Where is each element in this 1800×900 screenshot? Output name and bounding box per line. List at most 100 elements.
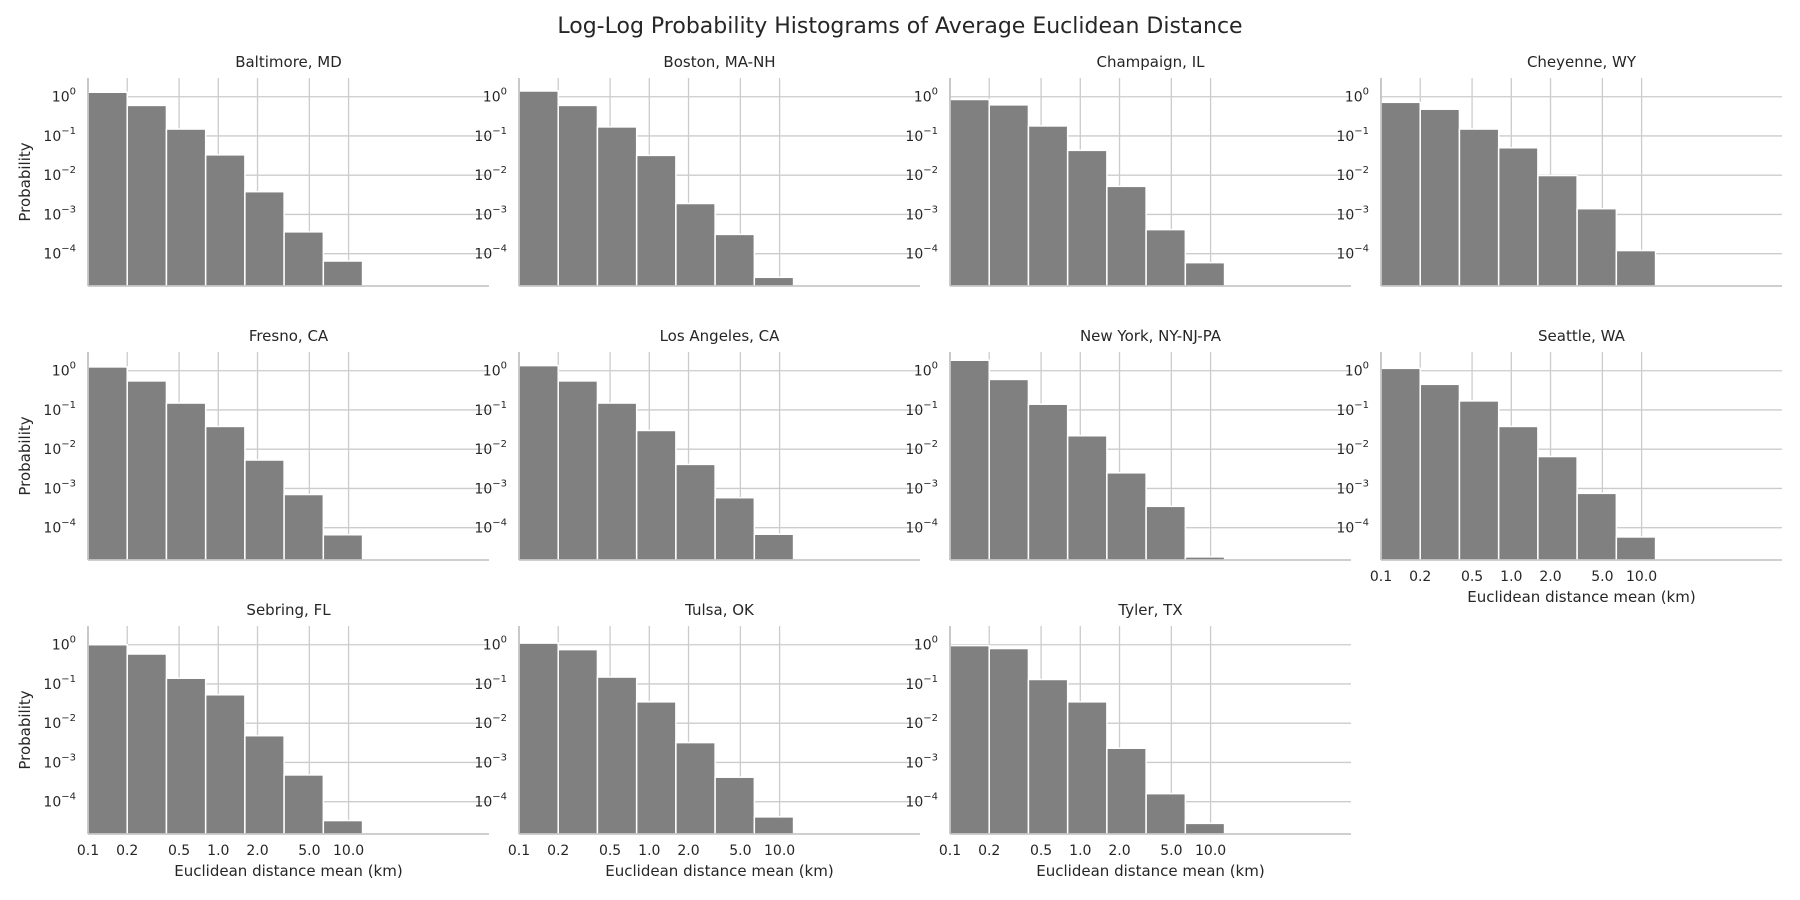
histogram-bar (596, 402, 638, 561)
histogram-bar (596, 126, 638, 287)
y-tick-label: 100 (914, 361, 938, 380)
panel-seattle-wa: Seattle, WA 10−4 10−3 10−2 10−1 100 0.1 0.2 0.5 1… (1336, 327, 1782, 606)
y-tick-label: 100 (1345, 87, 1369, 106)
y-tick-label: 10−1 (43, 400, 76, 419)
histogram-bar (557, 104, 599, 287)
histogram-bar (1380, 101, 1421, 287)
histogram-bar (87, 366, 128, 561)
y-tick-label: 10−4 (1336, 518, 1369, 537)
y-tick-label: 10−2 (474, 165, 507, 184)
y-tick-label: 10−4 (43, 792, 76, 811)
y-tick-label: 10−3 (43, 204, 76, 223)
y-tick-label: 10−4 (474, 518, 507, 537)
histogram-bar (1145, 792, 1187, 835)
x-tick-label: 10.0 (333, 843, 364, 859)
panel-champaign-il: Champaign, IL 10−4 10−3 10−2 10−1 100 (905, 53, 1351, 287)
y-tick-label: 100 (52, 635, 76, 654)
y-tick-label: 10−3 (474, 204, 507, 223)
panel-title: Tulsa, OK (684, 601, 755, 619)
y-tick-label: 10−1 (1336, 126, 1369, 145)
y-tick-label: 10−1 (474, 400, 507, 419)
histogram-bar (1419, 108, 1461, 287)
y-tick-label: 10−1 (474, 674, 507, 693)
histogram-bar (753, 533, 795, 561)
y-tick-label: 10−2 (474, 713, 507, 732)
panel-title: Los Angeles, CA (660, 327, 781, 345)
histogram-bar (1576, 492, 1618, 561)
x-axis-label: Euclidean distance mean (km) (174, 862, 402, 880)
y-axis-label: Probability (16, 690, 34, 769)
panel-title: Seattle, WA (1538, 327, 1626, 345)
panel-title: Boston, MA-NH (663, 53, 775, 71)
panel-cheyenne-wy: Cheyenne, WY 10−4 10−3 10−2 10−1 100 (1336, 53, 1782, 287)
x-tick-label: 5.0 (1160, 843, 1182, 859)
y-tick-label: 10−3 (905, 752, 938, 771)
y-tick-label: 10−1 (1336, 400, 1369, 419)
histogram-bar (675, 741, 716, 835)
y-tick-label: 10−4 (1336, 244, 1369, 263)
y-tick-label: 10−3 (43, 752, 76, 771)
x-tick-label: 5.0 (729, 843, 751, 859)
y-tick-label: 100 (52, 361, 76, 380)
y-tick-label: 100 (1345, 361, 1369, 380)
histogram-bar (949, 98, 990, 287)
histogram-bar (1419, 383, 1461, 561)
panel-title: Baltimore, MD (235, 53, 342, 71)
histogram-bar (675, 463, 716, 561)
y-tick-label: 10−2 (905, 439, 938, 458)
histogram-bar (949, 644, 990, 835)
histogram-bar (753, 276, 795, 287)
x-tick-label: 2.0 (1539, 569, 1561, 585)
panel-boston-ma-nh: Boston, MA-NH 10−4 10−3 10−2 10−1 100 (474, 53, 920, 287)
x-tick-label: 10.0 (1195, 843, 1226, 859)
y-tick-label: 10−2 (1336, 439, 1369, 458)
y-tick-label: 10−4 (43, 518, 76, 537)
histogram-bar (1027, 125, 1069, 287)
y-tick-label: 10−2 (905, 713, 938, 732)
histogram-bar (753, 816, 795, 835)
y-tick-label: 10−3 (1336, 204, 1369, 223)
histogram-bar (204, 154, 246, 287)
y-tick-label: 10−4 (905, 244, 938, 263)
y-tick-label: 10−3 (1336, 478, 1369, 497)
x-tick-label: 1.0 (1069, 843, 1091, 859)
histogram-bar (1615, 249, 1657, 287)
x-tick-label: 1.0 (207, 843, 229, 859)
histogram-bar (1106, 747, 1147, 835)
histogram-bar (596, 676, 638, 835)
y-tick-label: 10−4 (43, 244, 76, 263)
x-axis-label: Euclidean distance mean (km) (605, 862, 833, 880)
histogram-bar (87, 643, 128, 835)
y-tick-label: 10−2 (1336, 165, 1369, 184)
panel-title: Fresno, CA (249, 327, 329, 345)
panel-title: Champaign, IL (1096, 53, 1205, 71)
histogram-bar (1145, 228, 1187, 287)
chart-title: Log-Log Probability Histograms of Averag… (557, 14, 1243, 39)
panel-new-york-ny-nj-pa: New York, NY-NJ-PA 10−4 10−3 10−2 10−1 100 (905, 327, 1351, 561)
histogram-bar (518, 364, 559, 561)
histogram-bar (988, 647, 1030, 835)
y-tick-label: 10−3 (474, 752, 507, 771)
histogram-bar (557, 380, 599, 561)
histogram-bar (518, 642, 559, 835)
histogram-bar (165, 677, 207, 835)
histogram-bar (635, 154, 677, 287)
panel-fresno-ca: Fresno, CA 10−4 10−3 10−2 10−1 100 Probability (16, 327, 489, 561)
y-tick-label: 10−1 (905, 400, 938, 419)
panel-title: Cheyenne, WY (1527, 53, 1637, 71)
y-tick-label: 100 (914, 635, 938, 654)
y-tick-label: 10−1 (905, 674, 938, 693)
x-axis-label: Euclidean distance mean (km) (1036, 862, 1264, 880)
histogram-bar (635, 429, 677, 561)
histogram-bar (1380, 367, 1421, 561)
histogram-bar (165, 402, 207, 561)
histogram-bar (1066, 701, 1108, 835)
histogram-bar (1106, 472, 1147, 561)
y-tick-label: 10−2 (43, 439, 76, 458)
histogram-bar (1184, 261, 1226, 287)
y-tick-label: 10−1 (905, 126, 938, 145)
histogram-bar (714, 776, 756, 835)
y-tick-label: 10−4 (474, 244, 507, 263)
histogram-bar (244, 190, 285, 287)
